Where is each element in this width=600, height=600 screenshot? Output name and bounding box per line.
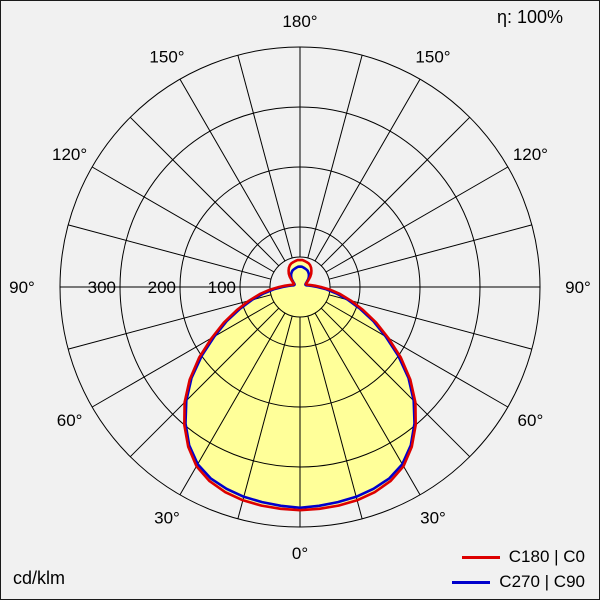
ring-value-label: 200 <box>148 278 176 297</box>
angle-label: 120° <box>52 145 87 164</box>
angle-label: 150° <box>415 48 450 67</box>
efficiency-label: η: 100% <box>496 7 563 27</box>
grid-ray <box>320 116 471 267</box>
grid-ray <box>129 116 280 267</box>
grid-ray <box>314 78 421 262</box>
angle-label: 90° <box>565 278 591 297</box>
legend-item: C270 | C90 <box>452 572 585 592</box>
grid-ray <box>237 315 293 519</box>
grid-ray <box>179 78 286 262</box>
grid-ray <box>320 307 471 458</box>
legend-item-label: C270 | C90 <box>499 572 585 591</box>
legend-color-line <box>452 580 491 584</box>
legend-color-line <box>461 555 500 559</box>
grid-ray <box>91 166 275 273</box>
ring-value-label: 300 <box>88 278 116 297</box>
grid-ray <box>307 315 363 519</box>
grid-ray <box>68 294 272 350</box>
angle-label: 0° <box>292 544 308 563</box>
legend-item-label: C180 | C0 <box>508 547 585 566</box>
grid-ray <box>328 224 532 280</box>
grid-ray <box>325 166 509 273</box>
grid-ray <box>237 55 293 259</box>
curve-c180-c0 <box>183 258 417 512</box>
grid-ray <box>91 301 275 408</box>
ring-value-label: 100 <box>208 278 236 297</box>
grid-labels: 100 200 300 0° 30° 30° 60° 60° 90° 90° 120° 120° 150… <box>9 12 591 563</box>
angle-label: 120° <box>513 145 548 164</box>
unit-label: cd/klm <box>13 568 66 588</box>
distribution-curves <box>183 258 417 512</box>
legend: C180 | C0 C270 | C90 <box>452 547 585 592</box>
angle-label: 30° <box>420 508 446 527</box>
angle-label: 60° <box>518 411 544 430</box>
angle-label: 150° <box>149 48 184 67</box>
grid-ray <box>328 294 532 350</box>
grid-ray <box>325 301 509 408</box>
angle-label: 90° <box>9 278 35 297</box>
angle-label: 30° <box>154 508 180 527</box>
angle-label: 180° <box>282 12 317 31</box>
grid-ray <box>129 307 280 458</box>
legend-item: C180 | C0 <box>452 547 585 567</box>
angle-label: 60° <box>57 411 83 430</box>
grid-ray <box>68 224 272 280</box>
grid-ray <box>307 55 363 259</box>
